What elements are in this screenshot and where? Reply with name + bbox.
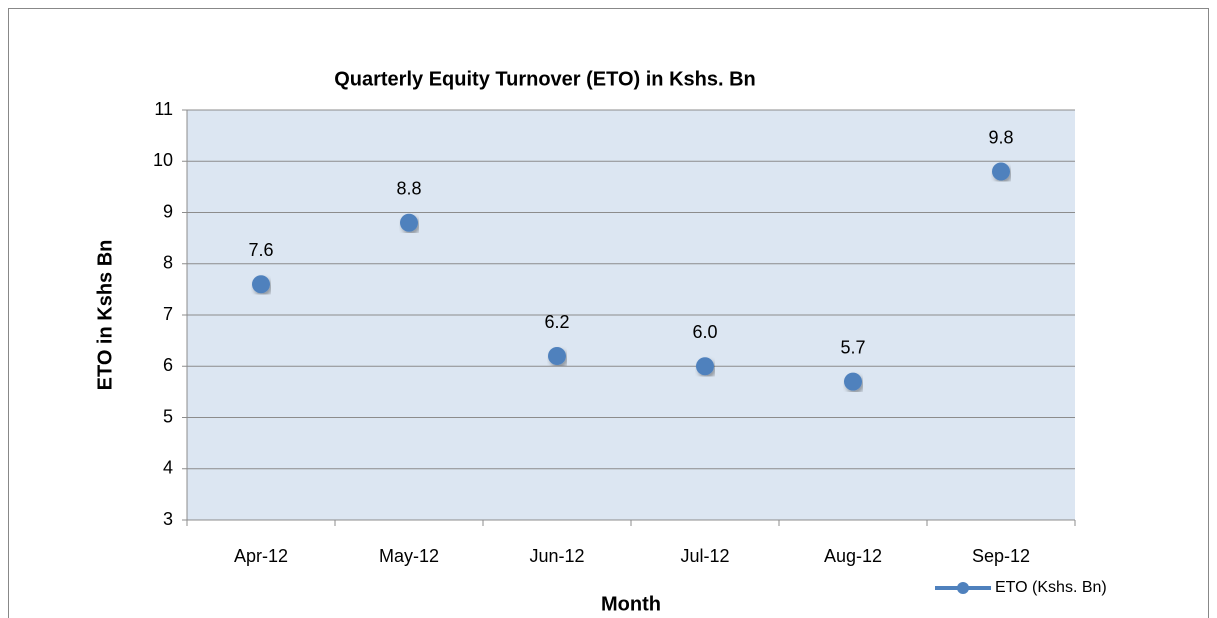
data-label: 7.6: [248, 240, 273, 260]
data-point: [844, 372, 862, 391]
x-tick-label: Sep-12: [972, 546, 1030, 566]
chart-title: Quarterly Equity Turnover (ETO) in Kshs.…: [334, 68, 756, 90]
frame: [8, 8, 1209, 618]
x-tick-label: Jul-12: [680, 546, 729, 566]
y-tick-label: 7: [163, 304, 173, 324]
y-tick-label: 6: [163, 355, 173, 375]
legend-label: ETO (Kshs. Bn): [995, 579, 1107, 596]
data-point: [696, 357, 714, 376]
x-tick-label: Apr-12: [234, 546, 288, 566]
x-tick-label: May-12: [379, 546, 439, 566]
data-point: [548, 347, 566, 365]
data-point: [400, 213, 418, 232]
y-tick-label: 4: [163, 458, 173, 478]
data-point: [992, 162, 1010, 181]
data-point: [252, 275, 270, 294]
y-tick-label: 9: [163, 201, 173, 221]
data-label: 8.8: [396, 179, 421, 199]
data-label: 5.7: [840, 337, 865, 357]
data-label: 9.8: [988, 127, 1013, 147]
x-axis-label: Month: [601, 593, 661, 615]
legend-marker: [957, 582, 969, 594]
y-tick-label: 8: [163, 253, 173, 273]
y-tick-label: 10: [153, 150, 173, 170]
y-tick-label: 3: [163, 509, 173, 529]
x-tick-label: Jun-12: [529, 546, 584, 566]
y-tick-label: 5: [163, 406, 173, 426]
data-label: 6.2: [544, 312, 569, 332]
data-label: 6.0: [692, 322, 717, 342]
y-tick-label: 11: [154, 99, 173, 119]
x-tick-label: Aug-12: [824, 546, 882, 566]
y-axis-label: ETO in Kshs Bn: [94, 240, 116, 391]
